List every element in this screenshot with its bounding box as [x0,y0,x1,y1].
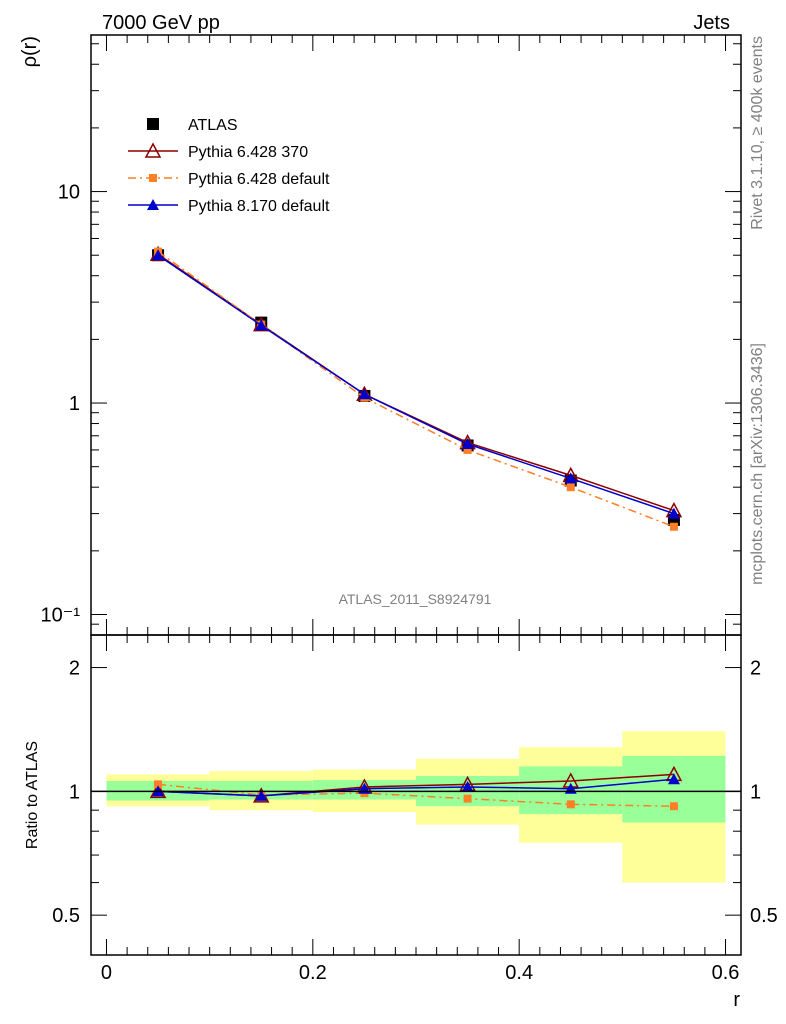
ratio-data-point [566,800,575,809]
legend-marker [147,199,159,210]
legend: ATLAS Pythia 6.428 370 Pythia 6.428 defaul… [128,117,330,215]
legend-label: Pythia 6.428 default [188,171,330,188]
data-point [255,319,268,331]
ratio-series-line [157,783,674,807]
x-tick-label: 0 [101,962,112,984]
ratio-y-tick-label: 2 [69,658,80,680]
legend-marker [144,142,162,158]
ratio-data-point [154,780,163,789]
process-label: Jets [693,12,730,34]
series-line [157,254,675,515]
data-point [564,472,577,484]
data-point [669,522,678,531]
x-tick-label: 0.6 [712,962,740,984]
x-tick-label: 0.2 [299,962,327,984]
analysis-id: ATLAS_2011_S8924791 [339,591,492,607]
ratio-panel: 0.5 0.5 1 1 2 2 0 0.2 0.4 0.6 Ratio to ATLAS r [24,634,778,1011]
y-tick-label: 10 [58,182,80,204]
main-panel: 10⁻¹ 1 10 ρ(r) ATLAS_2011_S8924791 ATLAS Py… [19,34,742,636]
x-tick-label: 0.4 [505,962,533,984]
ratio-ylabel: Ratio to ATLAS [24,741,41,849]
ratio-data-point [461,780,474,792]
data-point [152,249,165,261]
ratio-y-tick-label: 1 [69,781,80,803]
source-label: mcplots.cern.ch [arXiv:1306.3436] [749,343,766,585]
series-line [157,251,675,528]
ratio-y-tick-label-right: 0.5 [750,905,778,927]
legend-label: ATLAS [188,117,238,134]
y-tick-label: 10⁻¹ [41,605,81,627]
rivet-label: Rivet 3.1.10, ≥ 400k events [749,36,766,230]
data-point [461,438,474,450]
main-ylabel: ρ(r) [19,36,41,67]
series-line [157,253,675,512]
y-tick-label: 1 [69,393,80,415]
data-point [358,388,371,400]
ratio-y-tick-label-right: 1 [750,781,761,803]
data-point [463,445,472,454]
data-point [667,507,680,519]
ratio-y-tick-label-right: 2 [750,658,761,680]
data-point [566,483,575,492]
ratio-series-line [158,778,675,797]
x-axis-label: r [733,989,740,1011]
legend-label: Pythia 6.428 370 [188,144,308,161]
legend-label: Pythia 8.170 default [188,198,330,215]
ratio-data-point [669,802,678,811]
ratio-data-point [255,789,268,801]
energy-label: 7000 GeV pp [102,12,220,34]
ratio-data-point [667,773,680,785]
legend-marker [149,174,157,182]
legend-marker [147,118,159,130]
ratio-data-point [463,794,472,803]
ratio-y-tick-label: 0.5 [52,905,80,927]
